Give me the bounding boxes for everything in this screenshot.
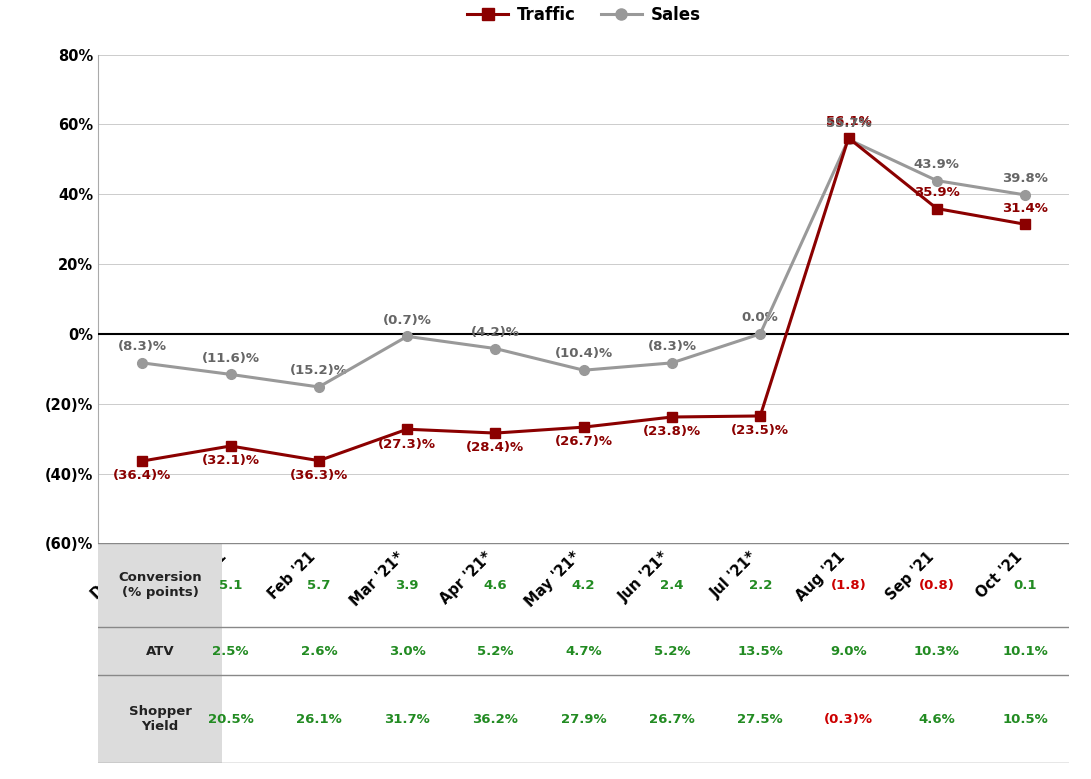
- Text: 0.1: 0.1: [1014, 579, 1036, 592]
- Text: (4.2)%: (4.2)%: [471, 326, 519, 339]
- Traffic: [842, 133, 855, 143]
- Text: (15.2)%: (15.2)%: [290, 365, 348, 377]
- Text: (1.8): (1.8): [830, 579, 866, 592]
- Bar: [98, 544, 221, 627]
- Line: Traffic: Traffic: [137, 133, 1030, 466]
- Sales: [577, 365, 590, 375]
- Text: (23.5)%: (23.5)%: [731, 425, 789, 437]
- Sales: [135, 358, 148, 368]
- Text: 31.4%: 31.4%: [1003, 202, 1048, 214]
- Text: 10.3%: 10.3%: [914, 645, 960, 657]
- Text: (8.3)%: (8.3)%: [118, 340, 167, 353]
- Sales: [312, 382, 325, 392]
- Text: 5.2%: 5.2%: [654, 645, 691, 657]
- Text: (27.3)%: (27.3)%: [379, 438, 436, 450]
- Traffic: [224, 442, 237, 451]
- Legend: Traffic, Sales: Traffic, Sales: [460, 0, 707, 30]
- Text: 26.1%: 26.1%: [296, 713, 341, 726]
- Text: (10.4)%: (10.4)%: [554, 347, 613, 361]
- Text: 10.1%: 10.1%: [1003, 645, 1048, 657]
- Text: 4.7%: 4.7%: [565, 645, 602, 657]
- Text: 36.2%: 36.2%: [472, 713, 518, 726]
- Sales: [224, 370, 237, 379]
- Traffic: [577, 422, 590, 432]
- Text: 26.7%: 26.7%: [649, 713, 695, 726]
- Text: 39.8%: 39.8%: [1003, 172, 1048, 185]
- Traffic: [1019, 220, 1032, 229]
- Sales: [489, 344, 502, 353]
- Text: Shopper
Yield: Shopper Yield: [129, 706, 191, 733]
- Text: 27.5%: 27.5%: [738, 713, 783, 726]
- Text: (36.3)%: (36.3)%: [290, 469, 348, 482]
- Text: 31.7%: 31.7%: [384, 713, 430, 726]
- Text: 3.9: 3.9: [395, 579, 419, 592]
- Text: 4.2: 4.2: [572, 579, 596, 592]
- Sales: [400, 332, 413, 341]
- Traffic: [135, 456, 148, 466]
- Text: 2.4: 2.4: [660, 579, 684, 592]
- Sales: [931, 176, 944, 185]
- Traffic: [931, 204, 944, 213]
- Traffic: [754, 411, 767, 421]
- Text: 5.2%: 5.2%: [477, 645, 514, 657]
- Text: 4.6%: 4.6%: [919, 713, 955, 726]
- Text: 27.9%: 27.9%: [561, 713, 607, 726]
- Text: 5.1: 5.1: [219, 579, 242, 592]
- Traffic: [489, 428, 502, 438]
- Text: 55.7%: 55.7%: [826, 117, 872, 129]
- Text: Conversion
(% points): Conversion (% points): [118, 571, 202, 599]
- Text: 2.5%: 2.5%: [213, 645, 249, 657]
- Sales: [754, 330, 767, 339]
- Text: (26.7)%: (26.7)%: [554, 435, 613, 449]
- Text: 43.9%: 43.9%: [914, 158, 960, 171]
- Text: (8.3)%: (8.3)%: [647, 340, 696, 353]
- Text: 10.5%: 10.5%: [1003, 713, 1048, 726]
- Text: 35.9%: 35.9%: [914, 186, 960, 199]
- Text: 5.7: 5.7: [308, 579, 331, 592]
- Text: 2.2: 2.2: [748, 579, 772, 592]
- Text: (11.6)%: (11.6)%: [202, 351, 260, 365]
- Text: (0.8): (0.8): [919, 579, 955, 592]
- Sales: [666, 358, 679, 368]
- Text: (28.4)%: (28.4)%: [466, 442, 525, 454]
- Line: Sales: Sales: [137, 135, 1030, 392]
- Text: (32.1)%: (32.1)%: [202, 454, 260, 467]
- Text: 4.6: 4.6: [483, 579, 507, 592]
- Text: 20.5%: 20.5%: [207, 713, 253, 726]
- Text: ATV: ATV: [146, 645, 175, 657]
- Traffic: [312, 456, 325, 465]
- Text: 2.6%: 2.6%: [300, 645, 337, 657]
- Text: 13.5%: 13.5%: [738, 645, 783, 657]
- Text: (0.7)%: (0.7)%: [383, 314, 432, 326]
- Traffic: [666, 412, 679, 421]
- Text: (23.8)%: (23.8)%: [643, 425, 702, 439]
- Sales: [1019, 190, 1032, 199]
- Sales: [842, 135, 855, 144]
- Text: (0.3)%: (0.3)%: [824, 713, 873, 726]
- Text: 3.0%: 3.0%: [388, 645, 425, 657]
- Bar: [98, 675, 221, 763]
- Text: (36.4)%: (36.4)%: [113, 469, 171, 482]
- Text: 9.0%: 9.0%: [830, 645, 867, 657]
- Bar: [98, 627, 221, 675]
- Text: 56.1%: 56.1%: [826, 115, 872, 129]
- Text: 0.0%: 0.0%: [742, 311, 779, 324]
- Traffic: [400, 425, 413, 434]
